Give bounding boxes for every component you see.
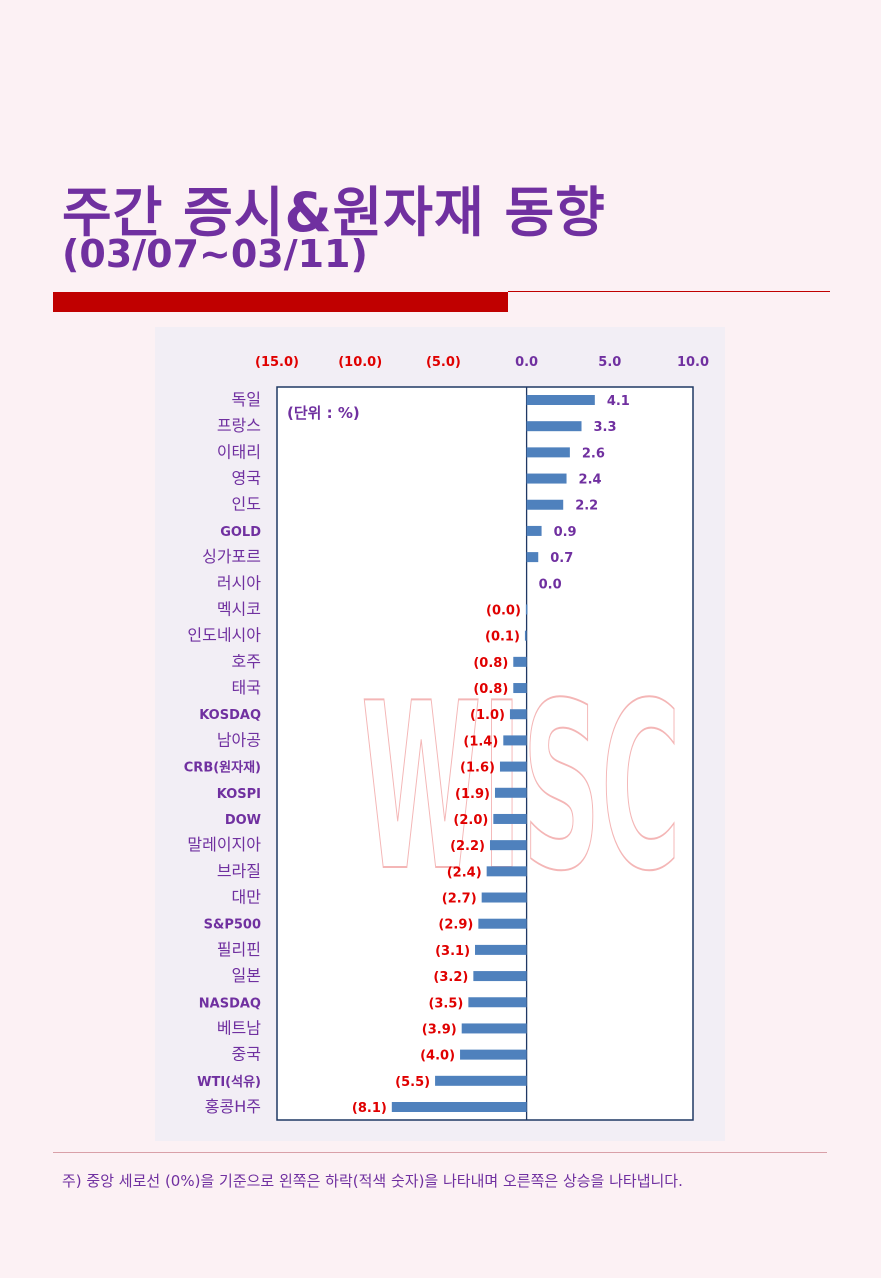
x-tick-label: (5.0) bbox=[426, 355, 461, 370]
bar bbox=[478, 918, 527, 929]
bar bbox=[526, 525, 542, 536]
data-label: (0.8) bbox=[473, 656, 508, 671]
data-label: 0.9 bbox=[554, 525, 577, 540]
category-label: 브라질 bbox=[217, 861, 261, 880]
category-label: 영국 bbox=[232, 469, 261, 488]
category-label: 싱가포르 bbox=[202, 547, 261, 566]
x-tick-label: (10.0) bbox=[338, 355, 382, 370]
data-label: 2.2 bbox=[575, 499, 598, 514]
bar bbox=[526, 499, 564, 510]
data-label: (2.9) bbox=[438, 918, 473, 933]
bar bbox=[489, 840, 527, 851]
bar bbox=[513, 656, 527, 667]
bar bbox=[526, 395, 595, 405]
category-label: 독일 bbox=[232, 390, 261, 409]
category-label: DOW bbox=[225, 813, 261, 828]
data-label: (2.0) bbox=[453, 813, 488, 828]
bar bbox=[494, 787, 527, 798]
data-label: (0.1) bbox=[485, 630, 520, 645]
bar bbox=[526, 447, 570, 458]
data-label: 2.4 bbox=[579, 473, 602, 488]
bar bbox=[475, 944, 527, 955]
accent-rule bbox=[508, 291, 830, 292]
data-label: (1.0) bbox=[470, 708, 505, 723]
data-label: (3.2) bbox=[433, 970, 468, 985]
bar bbox=[460, 1049, 527, 1060]
data-label: (3.9) bbox=[422, 1022, 457, 1037]
data-label: (1.4) bbox=[463, 734, 498, 749]
category-label: CRB(원자재) bbox=[184, 761, 261, 776]
bar bbox=[503, 735, 527, 746]
bar bbox=[468, 997, 527, 1008]
bar bbox=[526, 552, 539, 563]
bar bbox=[461, 1023, 527, 1034]
x-tick-label: (15.0) bbox=[255, 355, 299, 370]
category-label: 베트남 bbox=[217, 1018, 261, 1037]
data-label: (3.5) bbox=[428, 996, 463, 1011]
bar bbox=[473, 971, 527, 982]
category-label: 프랑스 bbox=[217, 416, 261, 435]
data-label: (1.6) bbox=[460, 761, 495, 776]
bar bbox=[513, 683, 527, 694]
category-label: 말레이지아 bbox=[187, 835, 261, 854]
chart-panel: WISC(15.0)(10.0)(5.0)0.05.010.0(단위 : %)독… bbox=[155, 327, 725, 1141]
category-label: 필리핀 bbox=[217, 940, 261, 959]
category-label: 멕시코 bbox=[217, 599, 261, 618]
data-label: (8.1) bbox=[352, 1101, 387, 1116]
category-label: 홍콩H주 bbox=[205, 1097, 261, 1116]
bar bbox=[486, 866, 527, 877]
date-range-subtitle: (03/07~03/11) bbox=[62, 232, 368, 276]
category-label: S&P500 bbox=[204, 918, 261, 933]
category-label: 러시아 bbox=[217, 573, 261, 592]
category-label: 남아공 bbox=[217, 730, 261, 749]
bar bbox=[524, 630, 527, 641]
data-label: (3.1) bbox=[435, 944, 470, 959]
category-label: 대만 bbox=[232, 888, 262, 907]
bar bbox=[391, 1102, 527, 1112]
x-tick-label: 0.0 bbox=[515, 355, 538, 370]
bar bbox=[481, 892, 527, 903]
bar bbox=[493, 813, 527, 824]
data-label: 0.0 bbox=[539, 577, 562, 592]
footnote-rule bbox=[53, 1152, 827, 1153]
data-label: (2.4) bbox=[447, 865, 482, 880]
data-label: (0.8) bbox=[473, 682, 508, 697]
category-label: 호주 bbox=[232, 652, 261, 671]
category-label: KOSPI bbox=[217, 787, 261, 802]
data-label: (5.5) bbox=[395, 1075, 430, 1090]
bar bbox=[525, 604, 528, 615]
category-label: 인도네시아 bbox=[187, 626, 261, 645]
data-label: (2.2) bbox=[450, 839, 485, 854]
data-label: (4.0) bbox=[420, 1049, 455, 1064]
category-label: 이태리 bbox=[217, 442, 261, 461]
data-label: 0.7 bbox=[550, 551, 573, 566]
category-label: 인도 bbox=[232, 495, 261, 514]
bar bbox=[435, 1075, 527, 1086]
bar-chart: WISC(15.0)(10.0)(5.0)0.05.010.0(단위 : %)독… bbox=[184, 355, 709, 1121]
x-tick-label: 5.0 bbox=[598, 355, 621, 370]
footnote: 주) 중앙 세로선 (0%)을 기준으로 왼쪽은 하락(적색 숫자)을 나타내며… bbox=[62, 1172, 683, 1190]
data-label: 4.1 bbox=[607, 394, 630, 409]
category-label: GOLD bbox=[220, 525, 261, 540]
bar bbox=[526, 421, 582, 432]
category-label: NASDAQ bbox=[199, 996, 261, 1011]
category-label: WTI(석유) bbox=[197, 1075, 261, 1090]
data-label: (0.0) bbox=[486, 603, 521, 618]
data-label: 2.6 bbox=[582, 446, 605, 461]
data-label: (2.7) bbox=[442, 892, 477, 907]
unit-label: (단위 : %) bbox=[287, 404, 360, 422]
page-title: 주간 증시&원자재 동향 bbox=[62, 181, 606, 244]
bar bbox=[499, 761, 527, 772]
data-label: 3.3 bbox=[594, 420, 617, 435]
bar bbox=[509, 709, 527, 720]
x-tick-label: 10.0 bbox=[677, 355, 709, 370]
category-label: 태국 bbox=[232, 678, 261, 697]
category-label: 중국 bbox=[232, 1045, 261, 1064]
bar bbox=[526, 473, 567, 484]
data-label: (1.9) bbox=[455, 787, 490, 802]
category-label: KOSDAQ bbox=[199, 708, 261, 723]
accent-bar bbox=[53, 292, 508, 312]
category-label: 일본 bbox=[232, 966, 261, 985]
